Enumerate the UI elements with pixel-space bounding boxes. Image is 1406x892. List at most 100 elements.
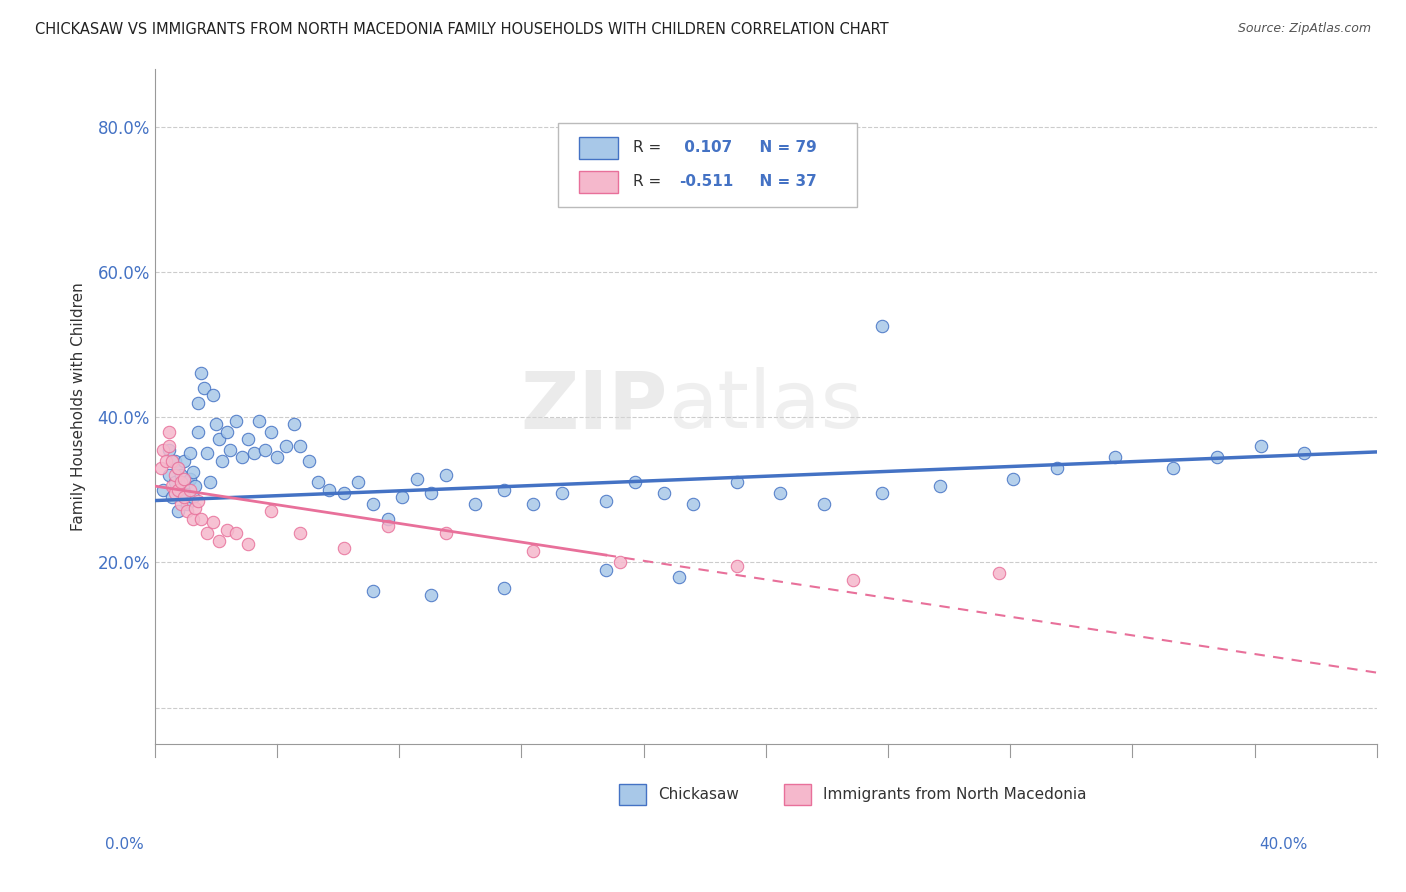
Point [420,588,443,602]
Text: N = 79: N = 79 [749,140,817,155]
Point [205,417,228,432]
Point [595,563,617,577]
FancyBboxPatch shape [785,784,811,805]
Point [492,581,515,595]
Point [195,526,218,541]
Point [725,558,748,573]
Point [176,475,198,490]
Y-axis label: Family Households with Children: Family Households with Children [72,282,86,531]
Point [333,541,356,555]
Point [652,486,675,500]
Point [1002,472,1025,486]
Point [1250,439,1272,453]
Point [1294,446,1316,460]
Text: R =: R = [633,174,665,189]
Point [624,475,647,490]
Point [190,367,212,381]
FancyBboxPatch shape [558,122,858,207]
Point [236,432,259,446]
Point [184,479,207,493]
Point [813,497,835,511]
Point [179,472,201,486]
Point [260,504,283,518]
Point [217,523,239,537]
Point [217,425,239,439]
Point [464,497,486,511]
Point [254,442,277,457]
Point [283,417,305,432]
Point [170,486,193,500]
Point [181,465,204,479]
Point [179,483,201,497]
Point [167,461,190,475]
Point [155,453,177,467]
Point [551,486,574,500]
Point [211,453,233,467]
Text: Source: ZipAtlas.com: Source: ZipAtlas.com [1237,22,1371,36]
Text: ZIP: ZIP [520,368,668,445]
Point [434,468,457,483]
Point [201,516,224,530]
Point [176,497,198,511]
Point [152,483,174,497]
Point [225,414,247,428]
Point [725,475,748,490]
Point [769,486,792,500]
Text: 40.0%: 40.0% [1260,837,1308,852]
Point [333,486,356,500]
Point [165,486,187,500]
Point [682,497,704,511]
Point [870,486,893,500]
Point [290,526,312,541]
Point [298,453,321,467]
Point [231,450,253,464]
Point [184,500,207,515]
Point [391,490,413,504]
Point [668,570,690,584]
Point [170,475,193,490]
Point [198,475,221,490]
Point [1161,461,1184,475]
FancyBboxPatch shape [579,171,617,193]
Point [160,479,183,493]
Text: -0.511: -0.511 [679,174,734,189]
Point [1046,461,1069,475]
Point [236,537,259,551]
Point [290,439,312,453]
Point [249,414,271,428]
Point [361,497,384,511]
Point [165,468,187,483]
Point [377,512,399,526]
Point [274,439,297,453]
Point [157,425,180,439]
Point [201,388,224,402]
Point [165,453,187,467]
Point [187,395,209,409]
Point [434,526,457,541]
Point [173,490,195,504]
Point [190,512,212,526]
Point [181,512,204,526]
Point [842,574,865,588]
Point [242,446,264,460]
Point [173,486,195,500]
Point [609,555,631,569]
FancyBboxPatch shape [579,136,617,159]
Point [167,483,190,497]
Point [420,486,443,500]
Point [165,475,187,490]
Point [173,472,195,486]
Point [167,461,190,475]
Point [929,479,952,493]
Point [492,483,515,497]
Point [149,461,172,475]
Text: CHICKASAW VS IMMIGRANTS FROM NORTH MACEDONIA FAMILY HOUSEHOLDS WITH CHILDREN COR: CHICKASAW VS IMMIGRANTS FROM NORTH MACED… [35,22,889,37]
Point [1205,450,1227,464]
Point [170,497,193,511]
Point [377,519,399,533]
Point [179,446,201,460]
Point [870,319,893,334]
Point [522,544,544,558]
Point [208,533,231,548]
Point [522,497,544,511]
